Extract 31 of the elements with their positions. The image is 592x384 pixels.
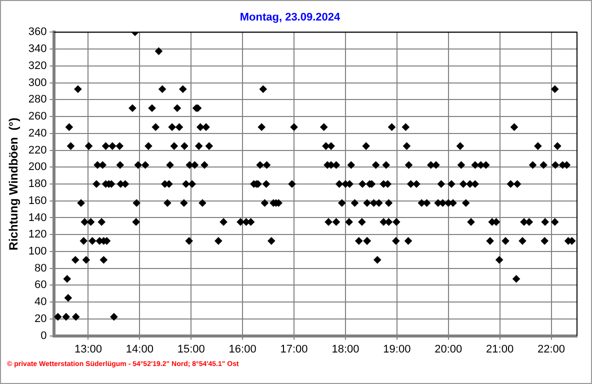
y-tick-label: 260 [28,110,47,123]
x-tick-label: 22:00 [538,343,566,356]
y-tick-label: 100 [28,246,47,258]
y-tick-label: 240 [28,127,47,140]
y-tick-label: 120 [28,228,47,241]
y-axis-title: Richtung Windböen (°) [6,118,21,250]
y-tick-label: 280 [28,94,47,106]
y-tick-label: 80 [34,262,47,274]
y-tick-label: 60 [34,279,47,292]
y-tick-label: 340 [28,43,47,56]
y-tick-label: 320 [28,60,47,72]
y-tick-label: 360 [28,26,47,38]
chart-title: Montag, 23.09.2024 [240,12,342,24]
y-tick-label: 180 [28,178,47,190]
x-tick-label: 17:00 [280,343,308,356]
y-tick-label: 140 [28,212,47,224]
x-tick-label: 19:00 [383,343,411,356]
x-tick-label: 20:00 [434,343,462,356]
x-tick-label: 14:00 [126,343,154,356]
y-tick-label: 20 [34,312,47,325]
y-tick-label: 200 [28,161,47,174]
x-tick-label: 13:00 [74,343,102,356]
y-tick-label: 0 [40,330,47,342]
x-tick-label: 15:00 [177,343,205,356]
y-tick-label: 160 [28,194,47,207]
y-tick-label: 220 [28,144,47,156]
x-tick-label: 16:00 [228,343,256,356]
x-tick-label: 18:00 [332,343,360,356]
y-tick-label: 300 [28,76,47,89]
x-tick-label: 21:00 [486,343,514,356]
y-tick-label: 40 [34,296,47,308]
